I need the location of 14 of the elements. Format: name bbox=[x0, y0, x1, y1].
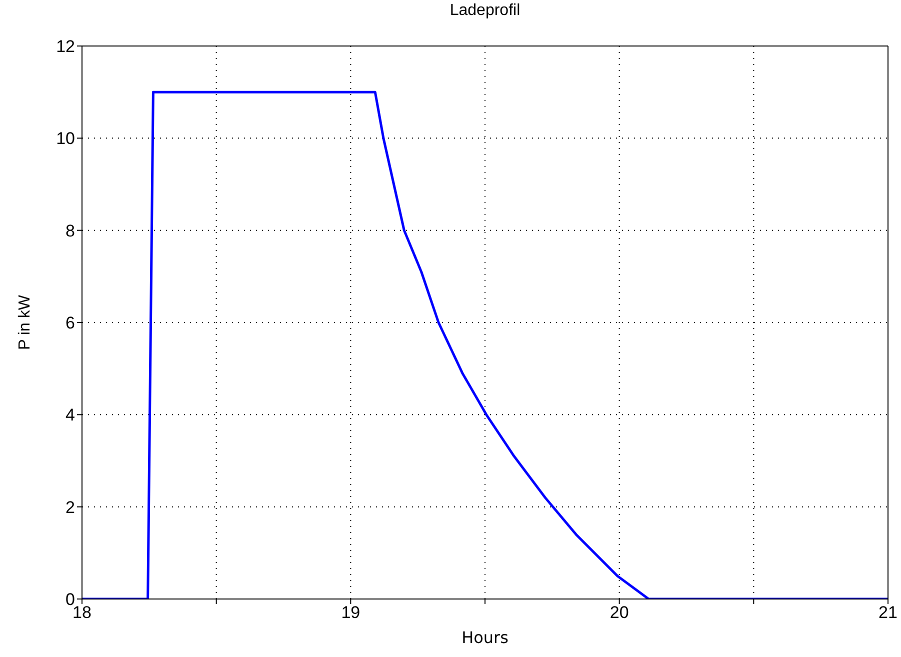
y-tick-label: 2 bbox=[66, 498, 75, 517]
y-tick-label: 12 bbox=[56, 37, 75, 56]
x-axis-title: Hours bbox=[462, 628, 508, 647]
x-tick-label: 21 bbox=[878, 603, 898, 622]
x-tick-label: 20 bbox=[610, 603, 629, 622]
chart-title: Ladeprofil bbox=[448, 2, 522, 20]
y-tick-label: 10 bbox=[56, 129, 75, 148]
y-axis-title: P in kW bbox=[16, 294, 34, 350]
y-tick-label: 0 bbox=[66, 590, 75, 610]
x-tick-label: 19 bbox=[341, 603, 360, 622]
x-tick-label: 18 bbox=[72, 603, 92, 622]
y-tick-label: 6 bbox=[66, 314, 75, 333]
y-tick-label: 8 bbox=[66, 221, 75, 240]
y-tick-label: 4 bbox=[66, 406, 75, 425]
